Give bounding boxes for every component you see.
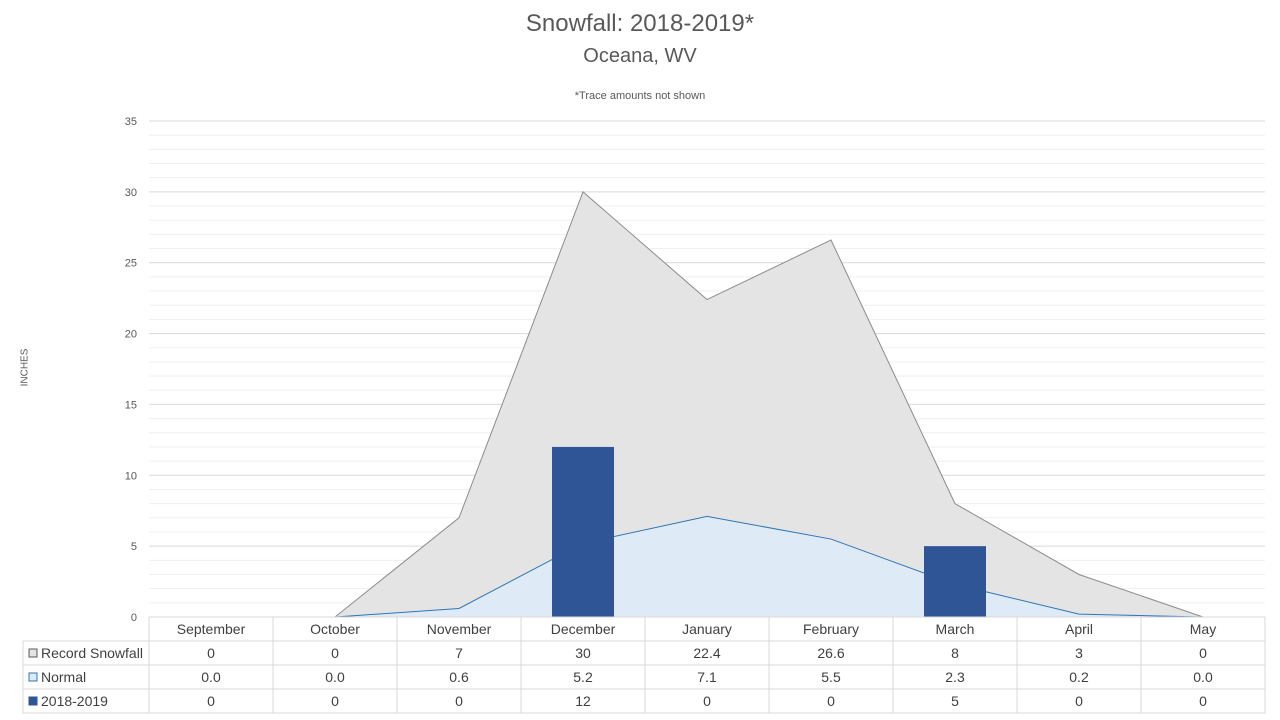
- y-tick-label: 20: [125, 329, 137, 341]
- bar-2018-2019: [552, 446, 614, 617]
- chart-title: Snowfall: 2018-2019*: [525, 10, 755, 37]
- table-cell-normal: 0.2: [1069, 669, 1089, 685]
- legend-label-2018-2019: 2018-2019: [41, 693, 108, 709]
- legend-key-2018-2019: [28, 696, 38, 706]
- table-cell-normal: 0.0: [325, 669, 345, 685]
- table-cell-normal: 0.6: [449, 669, 469, 685]
- table-cell-normal: 0.0: [201, 669, 221, 685]
- legend-label-record-snowfall: Record Snowfall: [41, 645, 143, 661]
- x-category-label: October: [310, 621, 360, 637]
- table-cell-record-snowfall: 0: [207, 645, 215, 661]
- normal-line: [211, 515, 1204, 618]
- record-snowfall-area: [211, 191, 1203, 617]
- table-cell-record-snowfall: 0: [331, 645, 339, 661]
- table-cell-normal: 0.0: [1193, 669, 1213, 685]
- chart-annotation: *Trace amounts not shown: [574, 90, 706, 102]
- table-cell-2018-2019: 0: [207, 693, 215, 709]
- table-cell-2018-2019: 0: [703, 693, 711, 709]
- table-cell-normal: 7.1: [697, 669, 717, 685]
- x-category-label: December: [551, 621, 616, 637]
- x-category-label: May: [1190, 621, 1216, 637]
- chart-subtitle: Oceana, WV: [583, 45, 697, 67]
- table-cell-2018-2019: 0: [827, 693, 835, 709]
- x-category-label: September: [177, 621, 246, 637]
- table-cell-normal: 5.2: [573, 669, 593, 685]
- y-tick-label: 0: [131, 612, 137, 624]
- table-cell-normal: 2.3: [945, 669, 965, 685]
- bar-2018-2019: [924, 546, 986, 617]
- y-tick-label: 15: [125, 399, 137, 411]
- record-snowfall-line: [211, 191, 1204, 618]
- y-tick-label: 25: [125, 258, 137, 270]
- table-cell-record-snowfall: 8: [951, 645, 959, 661]
- y-tick-label: 30: [125, 187, 137, 199]
- table-cell-2018-2019: 5: [951, 693, 959, 709]
- x-category-label: April: [1065, 621, 1093, 637]
- y-tick-label: 5: [131, 541, 137, 553]
- table-cell-record-snowfall: 26.6: [817, 645, 844, 661]
- legend-label-normal: Normal: [41, 669, 86, 685]
- legend-key-normal: [28, 672, 38, 682]
- table-cell-2018-2019: 0: [1199, 693, 1207, 709]
- x-category-label: January: [682, 621, 732, 637]
- table-cell-2018-2019: 0: [455, 693, 463, 709]
- table-cell-record-snowfall: 22.4: [693, 645, 720, 661]
- legend-key-record-snowfall: [28, 648, 38, 658]
- y-tick-label: 10: [125, 470, 137, 482]
- table-cell-record-snowfall: 3: [1075, 645, 1083, 661]
- table-cell-record-snowfall: 0: [1199, 645, 1207, 661]
- x-category-label: November: [427, 621, 492, 637]
- x-category-label: February: [803, 621, 859, 637]
- table-cell-2018-2019: 12: [575, 693, 591, 709]
- x-category-label: March: [936, 621, 975, 637]
- table-cell-record-snowfall: 30: [575, 645, 591, 661]
- table-cell-normal: 5.5: [821, 669, 841, 685]
- table-cell-record-snowfall: 7: [455, 645, 463, 661]
- table-cell-2018-2019: 0: [1075, 693, 1083, 709]
- y-tick-label: 35: [125, 116, 137, 128]
- table-cell-2018-2019: 0: [331, 693, 339, 709]
